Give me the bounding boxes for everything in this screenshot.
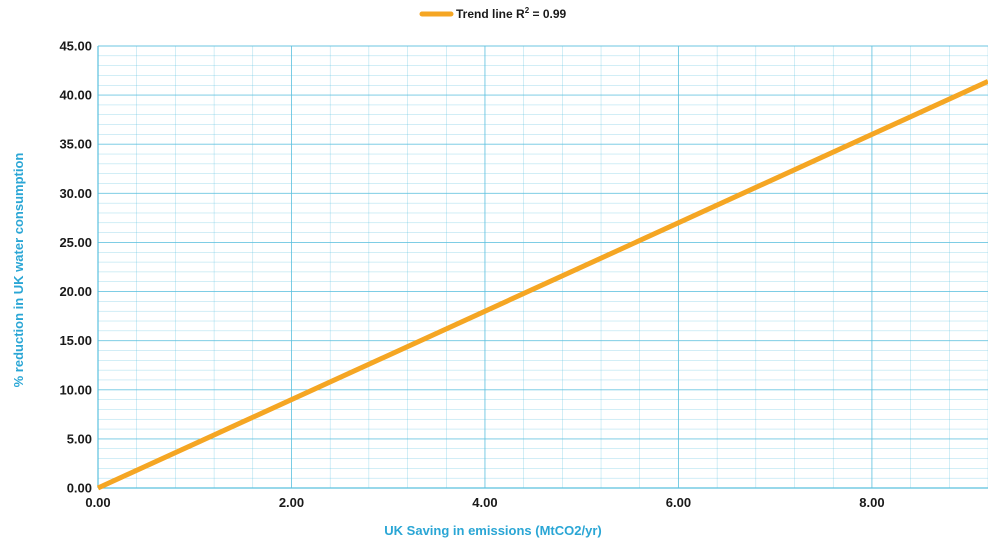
x-tick-label: 6.00 — [666, 495, 691, 510]
legend-label-text: Trend line R — [456, 7, 525, 21]
y-tick-label: 5.00 — [67, 431, 92, 446]
x-axis-title: UK Saving in emissions (MtCO2/yr) — [384, 523, 601, 538]
legend-superscript: 2 — [525, 6, 530, 15]
y-tick-label: 10.00 — [59, 382, 92, 397]
x-tick-label: 4.00 — [472, 495, 497, 510]
y-tick-label: 0.00 — [67, 481, 92, 496]
x-tick-label: 2.00 — [279, 495, 304, 510]
legend: Trend line R2 = 0.99 — [419, 6, 566, 21]
series — [96, 79, 988, 491]
x-tick-label: 8.00 — [859, 495, 884, 510]
y-tick-label: 35.00 — [59, 137, 92, 152]
axes — [97, 46, 988, 489]
grid — [97, 45, 988, 489]
legend-label: Trend line R2 = 0.99 — [456, 6, 566, 21]
tick-labels: 0.00 5.00 10.00 15.00 20.00 25.00 30.00 35.00 40… — [59, 39, 884, 511]
y-tick-label: 30.00 — [59, 186, 92, 201]
y-tick-label: 20.00 — [59, 284, 92, 299]
trend-line — [96, 79, 988, 491]
legend-suffix: = 0.99 — [529, 7, 566, 21]
x-tick-label: 0.00 — [85, 495, 110, 510]
y-tick-label: 15.00 — [59, 333, 92, 348]
y-tick-label: 25.00 — [59, 235, 92, 250]
y-axis-title: % reduction in UK water consumption — [11, 153, 26, 388]
y-tick-label: 40.00 — [59, 88, 92, 103]
y-tick-label: 45.00 — [59, 39, 92, 54]
